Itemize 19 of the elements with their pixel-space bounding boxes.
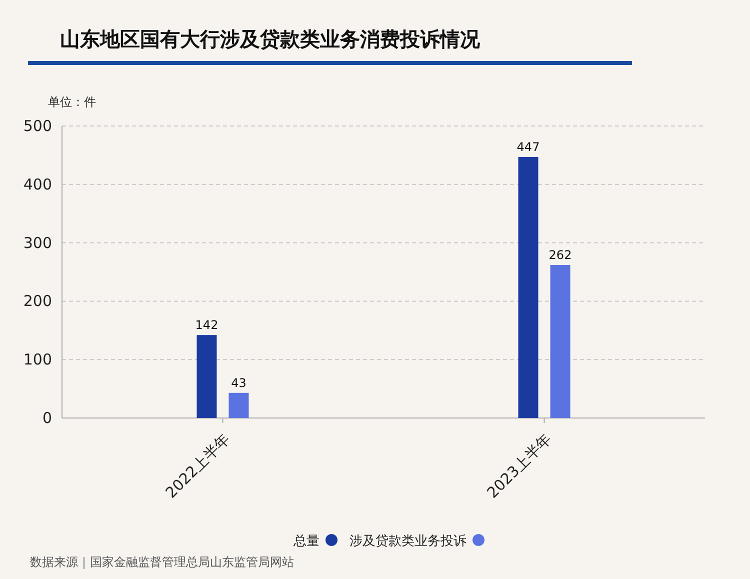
legend-label: 涉及贷款类业务投诉 (350, 534, 466, 549)
y-tick-label: 300 (23, 234, 52, 252)
y-tick-label: 0 (42, 409, 52, 427)
data-label: 43 (231, 376, 246, 390)
data-label: 447 (516, 140, 540, 154)
data-label: 262 (548, 248, 572, 262)
y-tick-label: 200 (23, 292, 52, 310)
bar (196, 335, 217, 418)
y-tick-label: 100 (23, 350, 52, 369)
chart-title: 山东地区国有大行涉及贷款类业务消费投诉情况 (60, 27, 481, 51)
bar (228, 392, 249, 418)
legend-label: 总量 (292, 534, 320, 549)
y-tick-label: 400 (23, 175, 52, 194)
y-tick-label: 500 (23, 117, 52, 135)
source-note: 数据来源｜国家金融监督管理总局山东监管局网站 (30, 555, 294, 569)
bar (550, 264, 570, 418)
data-label: 142 (195, 318, 218, 332)
y-axis-title: 单位：件 (48, 95, 96, 109)
bar (518, 156, 538, 418)
